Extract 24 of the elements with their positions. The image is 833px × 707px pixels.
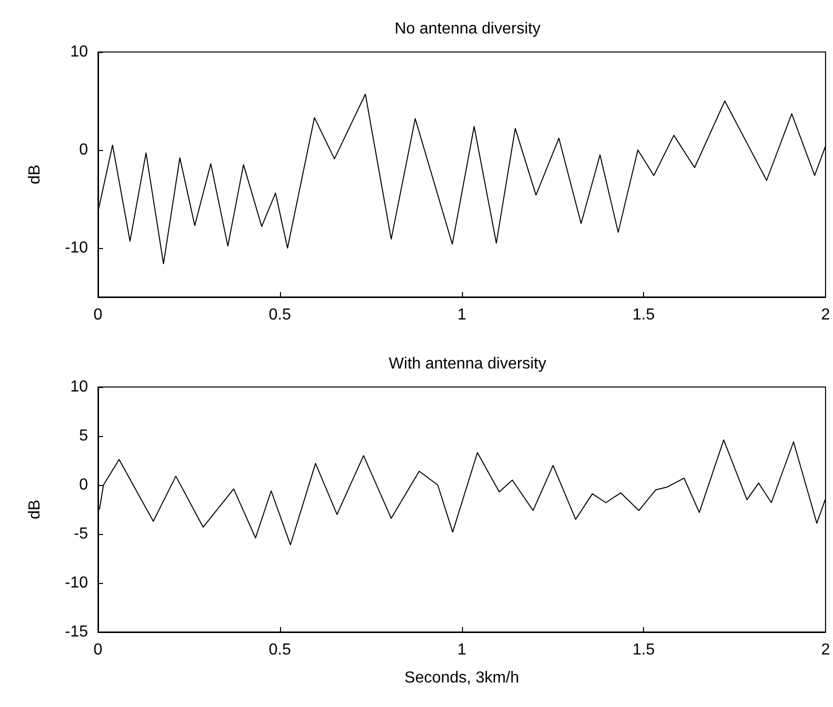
y-tick-label: 10 xyxy=(70,378,88,396)
y-tick-label: 0 xyxy=(79,476,88,494)
y-tick-label: 0 xyxy=(79,142,88,158)
x-tick-label: 1 xyxy=(457,642,466,658)
y-tick-label: -10 xyxy=(64,574,88,592)
y-tick-label: 10 xyxy=(70,44,88,60)
x-tick-label: 0 xyxy=(94,642,103,658)
y-tick-label: -5 xyxy=(74,526,88,542)
y-axis-title: dB xyxy=(26,164,44,184)
chart-title: With antenna diversity xyxy=(388,356,546,372)
chart-title: No antenna diversity xyxy=(394,20,540,38)
x-tick-label: 0.5 xyxy=(268,642,292,658)
x-axis-title: Seconds, 3km/h xyxy=(404,670,520,686)
x-tick-label: 0.5 xyxy=(268,306,292,324)
y-axis-title: dB xyxy=(26,500,44,520)
x-tick-label: 0 xyxy=(94,306,103,324)
y-tick-label: -10 xyxy=(64,240,88,256)
x-tick-label: 2 xyxy=(821,642,830,658)
x-tick-label: 1.5 xyxy=(632,642,655,658)
x-tick-label: 1 xyxy=(457,306,466,324)
x-tick-label: 1.5 xyxy=(632,306,655,324)
x-tick-label: 2 xyxy=(821,306,830,324)
y-tick-label: 5 xyxy=(79,428,88,444)
y-tick-label: -15 xyxy=(64,624,88,640)
